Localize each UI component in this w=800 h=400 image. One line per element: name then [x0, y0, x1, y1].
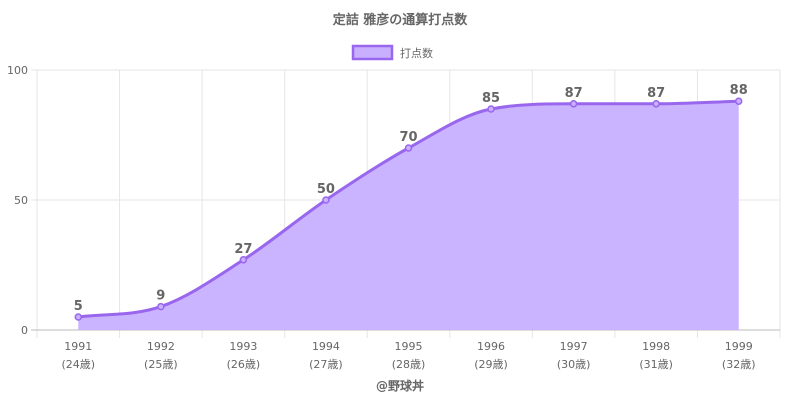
x-tick-age-label: (29歳): [474, 358, 508, 371]
y-tick-label: 0: [21, 324, 28, 337]
x-tick-label: 1995: [395, 340, 423, 353]
data-point: [569, 100, 578, 108]
x-tick-age-label: (26歳): [227, 358, 261, 371]
chart-title: 定詰 雅彦の通算打点数: [332, 12, 469, 28]
data-point: [734, 97, 743, 105]
x-tick-age-label: (27歳): [309, 358, 343, 371]
x-tick-label: 1997: [560, 340, 588, 353]
x-tick-label: 1991: [64, 340, 92, 353]
data-label: 9: [156, 289, 165, 304]
y-tick-label: 100: [7, 64, 28, 77]
data-point: [157, 302, 165, 311]
x-tick-label: 1994: [312, 340, 340, 353]
data-label: 70: [399, 130, 417, 145]
series-area: [78, 101, 739, 330]
x-axis: 1991 (24歳) 1992 (25歳) 1993 (26歳) 1994 (27歳) 1995…: [61, 340, 755, 371]
data-point: [652, 100, 660, 108]
data-point: [74, 313, 83, 321]
data-label: 85: [482, 91, 500, 106]
y-tick-label: 50: [14, 194, 28, 207]
x-tick-label: 1998: [642, 340, 670, 353]
data-label: 87: [647, 86, 665, 101]
data-label: 27: [234, 242, 252, 257]
data-point: [239, 256, 248, 264]
data-points: [74, 97, 743, 321]
data-label: 50: [317, 182, 335, 197]
data-point: [322, 196, 330, 204]
x-tick-label: 1999: [725, 340, 753, 353]
x-tick-age-label: (24歳): [61, 358, 95, 371]
x-tick-age-label: (25歳): [144, 358, 178, 371]
data-label: 87: [565, 86, 583, 101]
x-tick-label: 1993: [229, 340, 257, 353]
data-point: [487, 105, 495, 113]
y-axis: 0 50 100: [7, 64, 28, 337]
data-point: [404, 144, 413, 152]
x-tick-label: 1996: [477, 340, 505, 353]
x-tick-age-label: (31歳): [639, 358, 673, 371]
x-tick-age-label: (30歳): [557, 358, 591, 371]
data-label: 5: [74, 299, 83, 314]
x-tick-label: 1992: [147, 340, 175, 353]
x-tick-age-label: (28歳): [392, 358, 426, 371]
legend[interactable]: 打点数: [351, 44, 433, 61]
data-label: 88: [730, 83, 748, 98]
footer-credit: @野球丼: [376, 378, 424, 393]
x-tick-age-label: (32歳): [722, 358, 756, 371]
data-labels: 5 9 27 50 70 85 87 87 88: [74, 83, 748, 314]
legend-label: 打点数: [400, 46, 433, 60]
legend-swatch: [351, 44, 394, 61]
